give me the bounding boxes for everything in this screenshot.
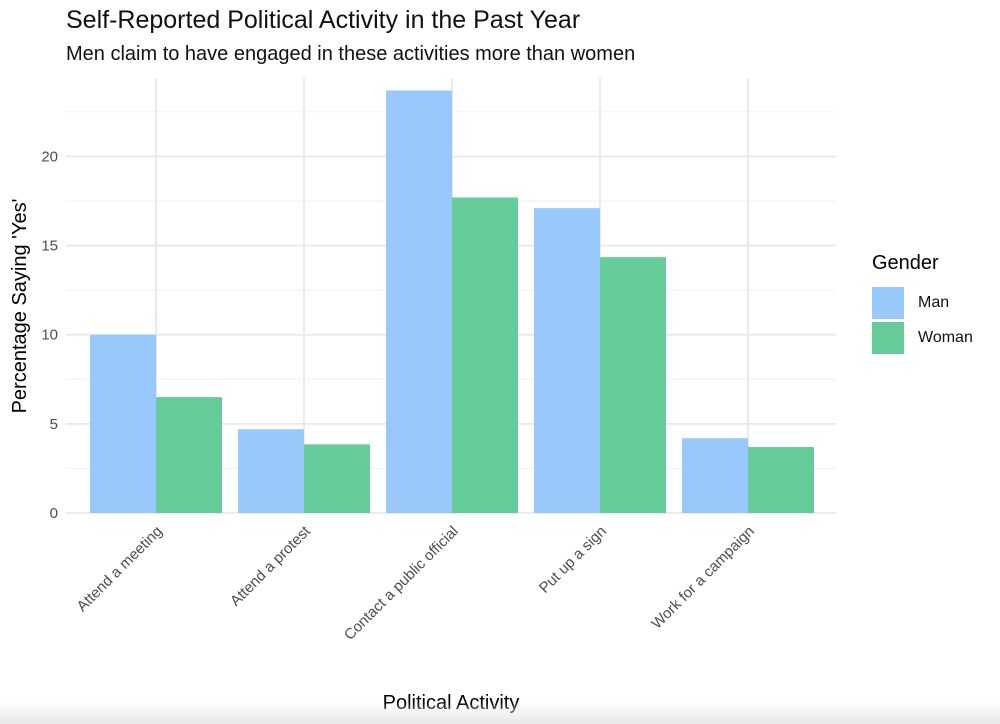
- legend-label-man: Man: [918, 293, 950, 311]
- legend-key-man: [872, 286, 904, 319]
- bottom-fade: [0, 702, 1000, 724]
- bar-woman: [156, 397, 222, 513]
- bar-man: [386, 90, 452, 514]
- bars: [90, 90, 814, 514]
- chart-title: Self-Reported Political Activity in the …: [66, 6, 581, 34]
- y-tick-label: 5: [50, 416, 58, 433]
- legend-label-woman: Woman: [918, 328, 973, 346]
- x-tick-label: Put up a sign: [536, 523, 610, 597]
- x-tick-label: Attend a meeting: [74, 523, 166, 615]
- x-tick-label: Contact a public official: [341, 523, 462, 644]
- bar-man: [682, 438, 748, 513]
- bar-woman: [304, 444, 370, 513]
- x-tick-label: Attend a protest: [227, 522, 314, 609]
- y-axis-title: Percentage Saying 'Yes': [9, 199, 31, 414]
- legend-title: Gender: [872, 252, 939, 274]
- x-tick-label: Work for a campaign: [648, 523, 758, 633]
- y-tick-label: 0: [50, 505, 58, 522]
- legend-key-woman: [872, 321, 904, 354]
- bar-man: [90, 334, 156, 513]
- y-tick-label: 10: [41, 327, 58, 344]
- chart-subtitle: Men claim to have engaged in these activ…: [66, 43, 636, 65]
- y-tick-label: 15: [41, 238, 58, 255]
- legend-item-man: Man: [872, 285, 973, 320]
- bar-man: [534, 208, 600, 514]
- x-tick-labels: Attend a meeting Attend a protest Contact …: [74, 522, 758, 643]
- legend: Gender Man Woman: [872, 252, 973, 355]
- y-tick-labels: 0 5 10 15 20: [41, 148, 58, 522]
- bar-woman: [452, 197, 518, 513]
- bar-man: [238, 429, 304, 513]
- y-tick-label: 20: [41, 148, 58, 165]
- bar-woman: [600, 257, 666, 513]
- legend-item-woman: Woman: [872, 320, 973, 355]
- bar-woman: [748, 447, 814, 513]
